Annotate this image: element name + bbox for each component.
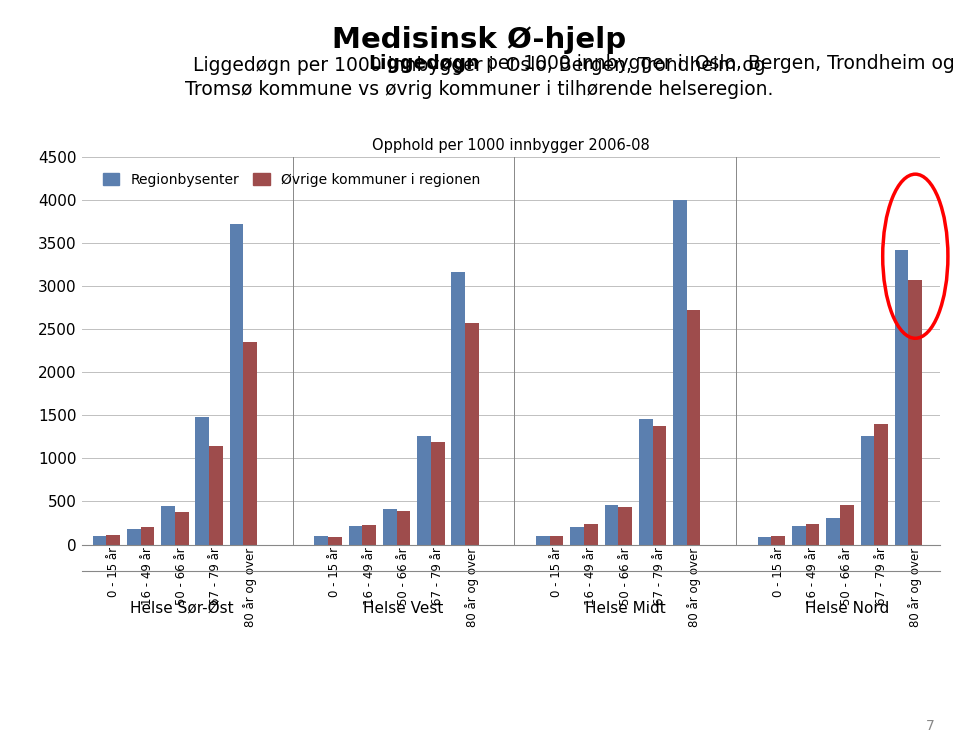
Bar bbox=[604, 505, 619, 545]
Bar bbox=[465, 323, 479, 545]
Bar bbox=[106, 535, 120, 545]
Bar bbox=[571, 527, 584, 545]
Bar bbox=[161, 506, 175, 545]
Text: 7: 7 bbox=[926, 718, 935, 733]
Text: Helse Midt: Helse Midt bbox=[585, 601, 666, 615]
Text: Helse Sør-Øst: Helse Sør-Øst bbox=[129, 601, 234, 615]
Bar bbox=[758, 537, 771, 545]
Bar bbox=[771, 536, 785, 545]
Bar bbox=[127, 530, 141, 545]
Title: Opphold per 1000 innbygger 2006-08: Opphold per 1000 innbygger 2006-08 bbox=[372, 138, 649, 153]
Text: Helse Vest: Helse Vest bbox=[363, 601, 444, 615]
Bar bbox=[584, 524, 597, 545]
Text: Medisinsk Ø-hjelp: Medisinsk Ø-hjelp bbox=[333, 26, 626, 54]
Bar bbox=[349, 527, 363, 545]
Bar bbox=[315, 536, 328, 545]
Text: Helse Nord: Helse Nord bbox=[805, 601, 889, 615]
Bar bbox=[806, 524, 819, 545]
Bar bbox=[452, 272, 465, 545]
Bar bbox=[550, 536, 564, 545]
Bar bbox=[383, 510, 397, 545]
Bar bbox=[619, 507, 632, 545]
Bar bbox=[792, 526, 806, 545]
Bar bbox=[536, 536, 550, 545]
Bar bbox=[0, 45, 959, 71]
Bar bbox=[639, 419, 652, 545]
Bar bbox=[328, 537, 341, 545]
Bar bbox=[196, 417, 209, 545]
Text: Tromsø kommune vs øvrig kommuner i tilhørende helseregion.: Tromsø kommune vs øvrig kommuner i tilhø… bbox=[185, 80, 774, 98]
Bar bbox=[175, 512, 189, 545]
Bar bbox=[141, 527, 154, 545]
Bar bbox=[908, 280, 923, 545]
Bar bbox=[652, 427, 667, 545]
Bar bbox=[827, 518, 840, 545]
Bar bbox=[860, 436, 875, 545]
Text: per 1000 innbygger i  Oslo, Bergen, Trondheim og: per 1000 innbygger i Oslo, Bergen, Trond… bbox=[480, 54, 954, 73]
Legend: Regionbysenter, Øvrige kommuner i regionen: Regionbysenter, Øvrige kommuner i region… bbox=[97, 168, 485, 192]
Text: Liggedøgn per 1000 innbygger i  Oslo, Bergen, Trondheim og: Liggedøgn per 1000 innbygger i Oslo, Ber… bbox=[193, 56, 766, 75]
Bar bbox=[673, 200, 687, 545]
Bar bbox=[687, 310, 700, 545]
Bar bbox=[244, 342, 257, 545]
Bar bbox=[209, 446, 222, 545]
Text: Liggedøgn: Liggedøgn bbox=[368, 54, 480, 73]
Bar bbox=[229, 224, 244, 545]
Bar bbox=[895, 250, 908, 545]
Bar bbox=[397, 511, 410, 545]
Bar bbox=[840, 505, 854, 545]
Bar bbox=[875, 424, 888, 545]
Bar bbox=[93, 536, 106, 545]
Bar bbox=[417, 436, 431, 545]
Bar bbox=[431, 442, 445, 545]
Bar bbox=[363, 524, 376, 545]
